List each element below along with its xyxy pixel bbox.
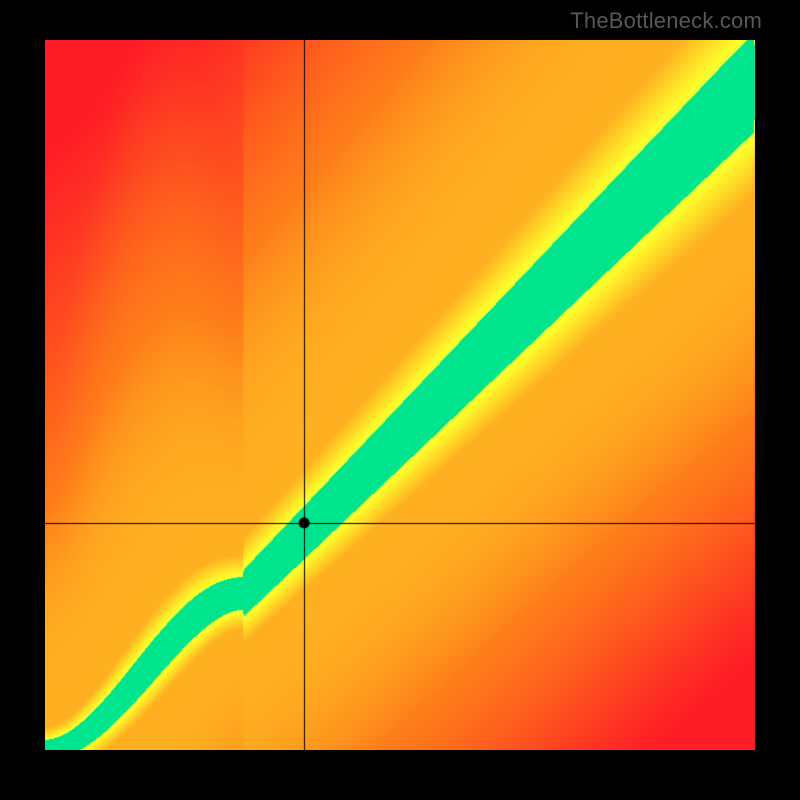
watermark-text: TheBottleneck.com <box>570 8 762 34</box>
figure-container: TheBottleneck.com <box>0 0 800 800</box>
plot-frame <box>45 40 755 750</box>
heatmap-canvas <box>45 40 755 750</box>
